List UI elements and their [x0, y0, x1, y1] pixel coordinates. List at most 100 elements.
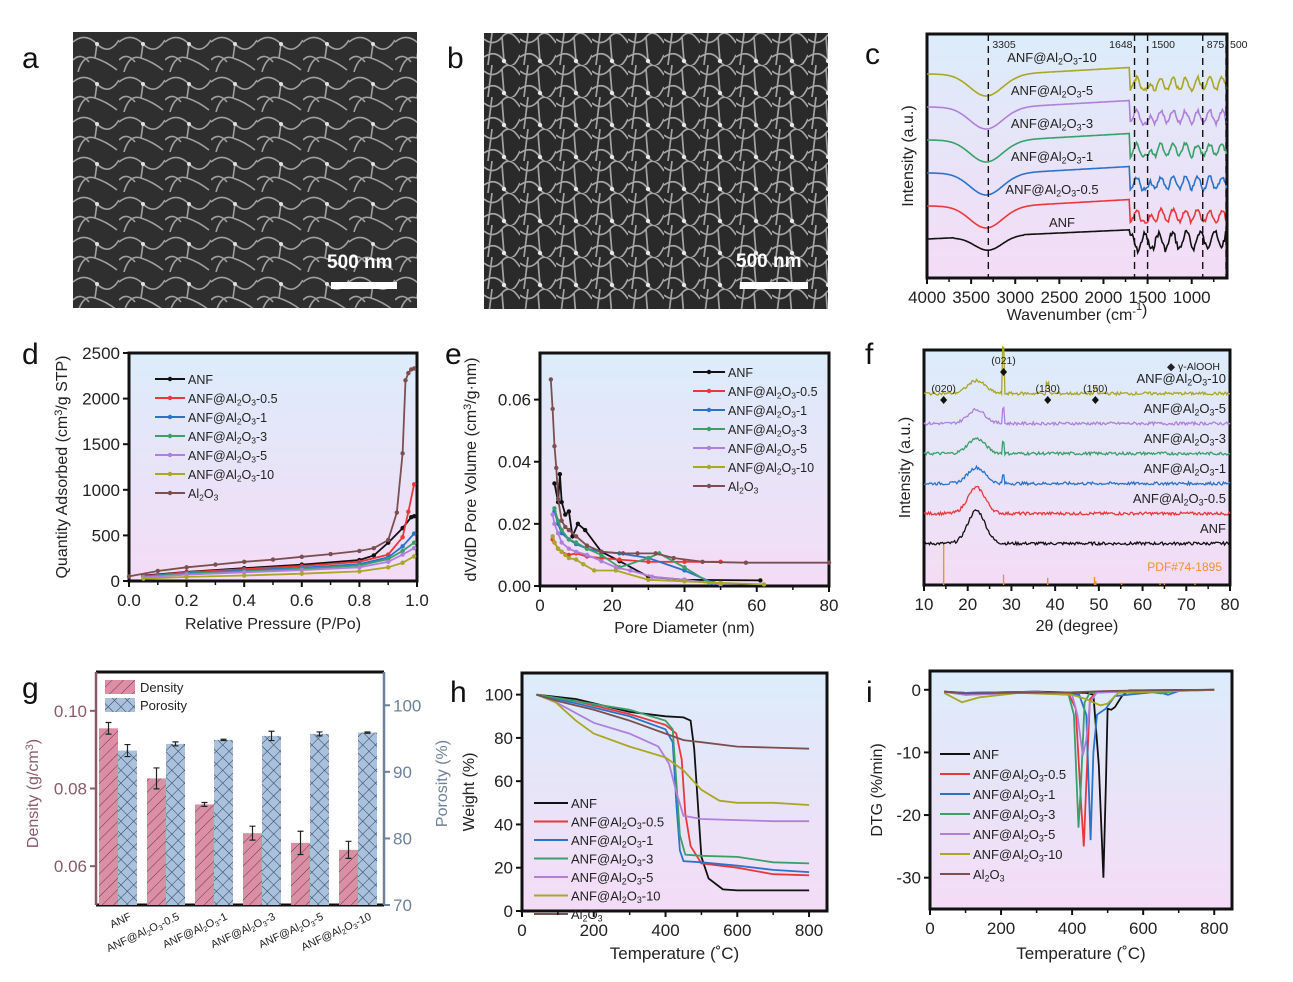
legend-label-i: ANF@Al2O3-1	[973, 787, 1055, 804]
data-point-e	[552, 444, 557, 449]
bar-density	[339, 849, 358, 905]
data-point-d	[386, 565, 391, 570]
data-point-d	[386, 537, 391, 543]
peak-label-f: (150)	[1083, 383, 1108, 395]
data-point-e	[552, 540, 557, 545]
legend-label-d: ANF@Al2O3-10	[188, 468, 274, 484]
legend-label-e: Al2O3	[728, 480, 759, 496]
chart-i-xtick-label: 200	[987, 919, 1015, 938]
chart-i-ytick-label: -30	[896, 869, 921, 888]
data-point-e	[700, 559, 705, 564]
chart-d-ytick-label: 1000	[82, 481, 120, 500]
series-line-h-ANF	[536, 693, 810, 892]
peak-marker-f	[1091, 396, 1099, 404]
data-point-e	[743, 560, 749, 565]
chart-f-xlabel: 2θ (degree)	[1036, 618, 1119, 635]
legend-label-e: ANF@Al2O3-3	[728, 423, 807, 439]
chart-h-ytick-label: 20	[494, 859, 513, 878]
series-label-f: ANF@Al2O3-1	[1144, 461, 1226, 478]
chart-f-xtick-label: 70	[1177, 595, 1196, 614]
data-point-e	[559, 518, 564, 523]
chart-e-ylabel: dV/dD Pore Volume (cm3/g·nm)	[462, 358, 480, 582]
data-point-e	[599, 555, 604, 561]
data-point-e	[718, 580, 723, 586]
error-bar-density	[297, 830, 304, 856]
data-point-e	[617, 557, 622, 562]
reference-label-c: 500	[1230, 39, 1248, 51]
data-point-d	[411, 531, 417, 536]
bar-porosity	[166, 743, 185, 905]
chart-f-xtick-label: 20	[958, 595, 977, 614]
reference-label-c: 3305	[992, 39, 1016, 51]
series-label-c: ANF@Al2O3-5	[1011, 83, 1093, 100]
legend-label-h: Al2O3	[571, 907, 603, 924]
peak-marker-f	[1044, 396, 1052, 404]
peak-label-f: (021)	[991, 355, 1016, 367]
chart-h-ytick-label: 0	[504, 902, 513, 921]
data-point-e	[599, 549, 604, 555]
data-point-e	[573, 549, 579, 555]
data-point-e	[599, 558, 604, 564]
data-point-e	[548, 377, 554, 382]
chart-d-background	[129, 353, 417, 581]
legend-label-i: Al2O3	[973, 867, 1005, 884]
chart-d-ytick-label: 2500	[82, 344, 120, 363]
series-line-c-ANF	[927, 228, 1228, 256]
series-line-f-ANF@Al2O3-3	[923, 436, 1231, 458]
data-point-e	[552, 521, 557, 527]
data-point-e	[599, 552, 604, 558]
data-point-e	[646, 559, 651, 564]
data-point-e	[555, 518, 561, 523]
bar-porosity	[358, 732, 377, 905]
reference-label-c: 1500	[1152, 39, 1176, 51]
peak-marker-f	[1000, 368, 1008, 376]
reference-label-c: 875	[1207, 39, 1225, 51]
legend-label-e: ANF@Al2O3-5	[728, 442, 807, 458]
data-point-e	[671, 555, 676, 561]
data-point-d	[299, 567, 304, 573]
series-label-f: ANF@Al2O3-0.5	[1133, 491, 1226, 508]
panel-label-h: h	[450, 676, 467, 709]
scale-bar-b	[740, 282, 808, 289]
data-point-e	[682, 579, 687, 584]
chart-h-ytick-label: 100	[485, 686, 513, 705]
data-point-d	[184, 574, 189, 580]
data-point-e	[584, 543, 590, 548]
legend-marker-e	[706, 483, 712, 489]
error-bar-density	[249, 825, 256, 841]
data-point-e	[559, 540, 564, 545]
panel-label-i: i	[866, 676, 873, 709]
chart-i-frame	[928, 669, 1234, 911]
chart-f-background	[924, 350, 1230, 585]
chart-d-xtick-label: 0.2	[175, 591, 199, 610]
data-point-e	[566, 527, 572, 533]
legend-label-i: ANF@Al2O3-0.5	[973, 767, 1066, 784]
chart-d-xtick-label: 0.4	[232, 591, 256, 610]
chart-c-xtick-label: 4000	[908, 288, 946, 307]
chart-c-xtick-label: 1500	[1129, 288, 1167, 307]
data-point-d	[406, 370, 411, 376]
chart-i-xtick-label: 600	[1129, 919, 1157, 938]
data-point-e	[555, 530, 561, 536]
chart-h-xlabel: Temperature (˚C)	[610, 944, 739, 963]
chart-d-xlabel: Relative Pressure (P/Po)	[185, 616, 361, 633]
data-point-e	[550, 512, 555, 517]
data-point-e	[566, 546, 572, 551]
chart-f-xtick-label: 50	[1089, 595, 1108, 614]
data-point-d	[394, 510, 400, 515]
series-line-f-ANF	[923, 509, 1231, 547]
legend-marker-d	[167, 414, 173, 420]
sem-texture-a	[73, 32, 417, 308]
peak-label-f: (020)	[931, 383, 956, 395]
series-label-c: ANF@Al2O3-10	[1007, 50, 1097, 67]
panel-label-a: a	[22, 42, 39, 75]
data-point-e	[620, 551, 626, 556]
reference-label-f: PDF#74-1895	[1147, 560, 1222, 574]
data-point-e	[682, 568, 687, 573]
data-point-e	[761, 582, 767, 587]
panel-label-e: e	[445, 338, 462, 371]
data-point-e	[682, 559, 687, 564]
data-point-e	[555, 496, 561, 502]
chart-g-ytick-label: 0.10	[54, 702, 87, 721]
